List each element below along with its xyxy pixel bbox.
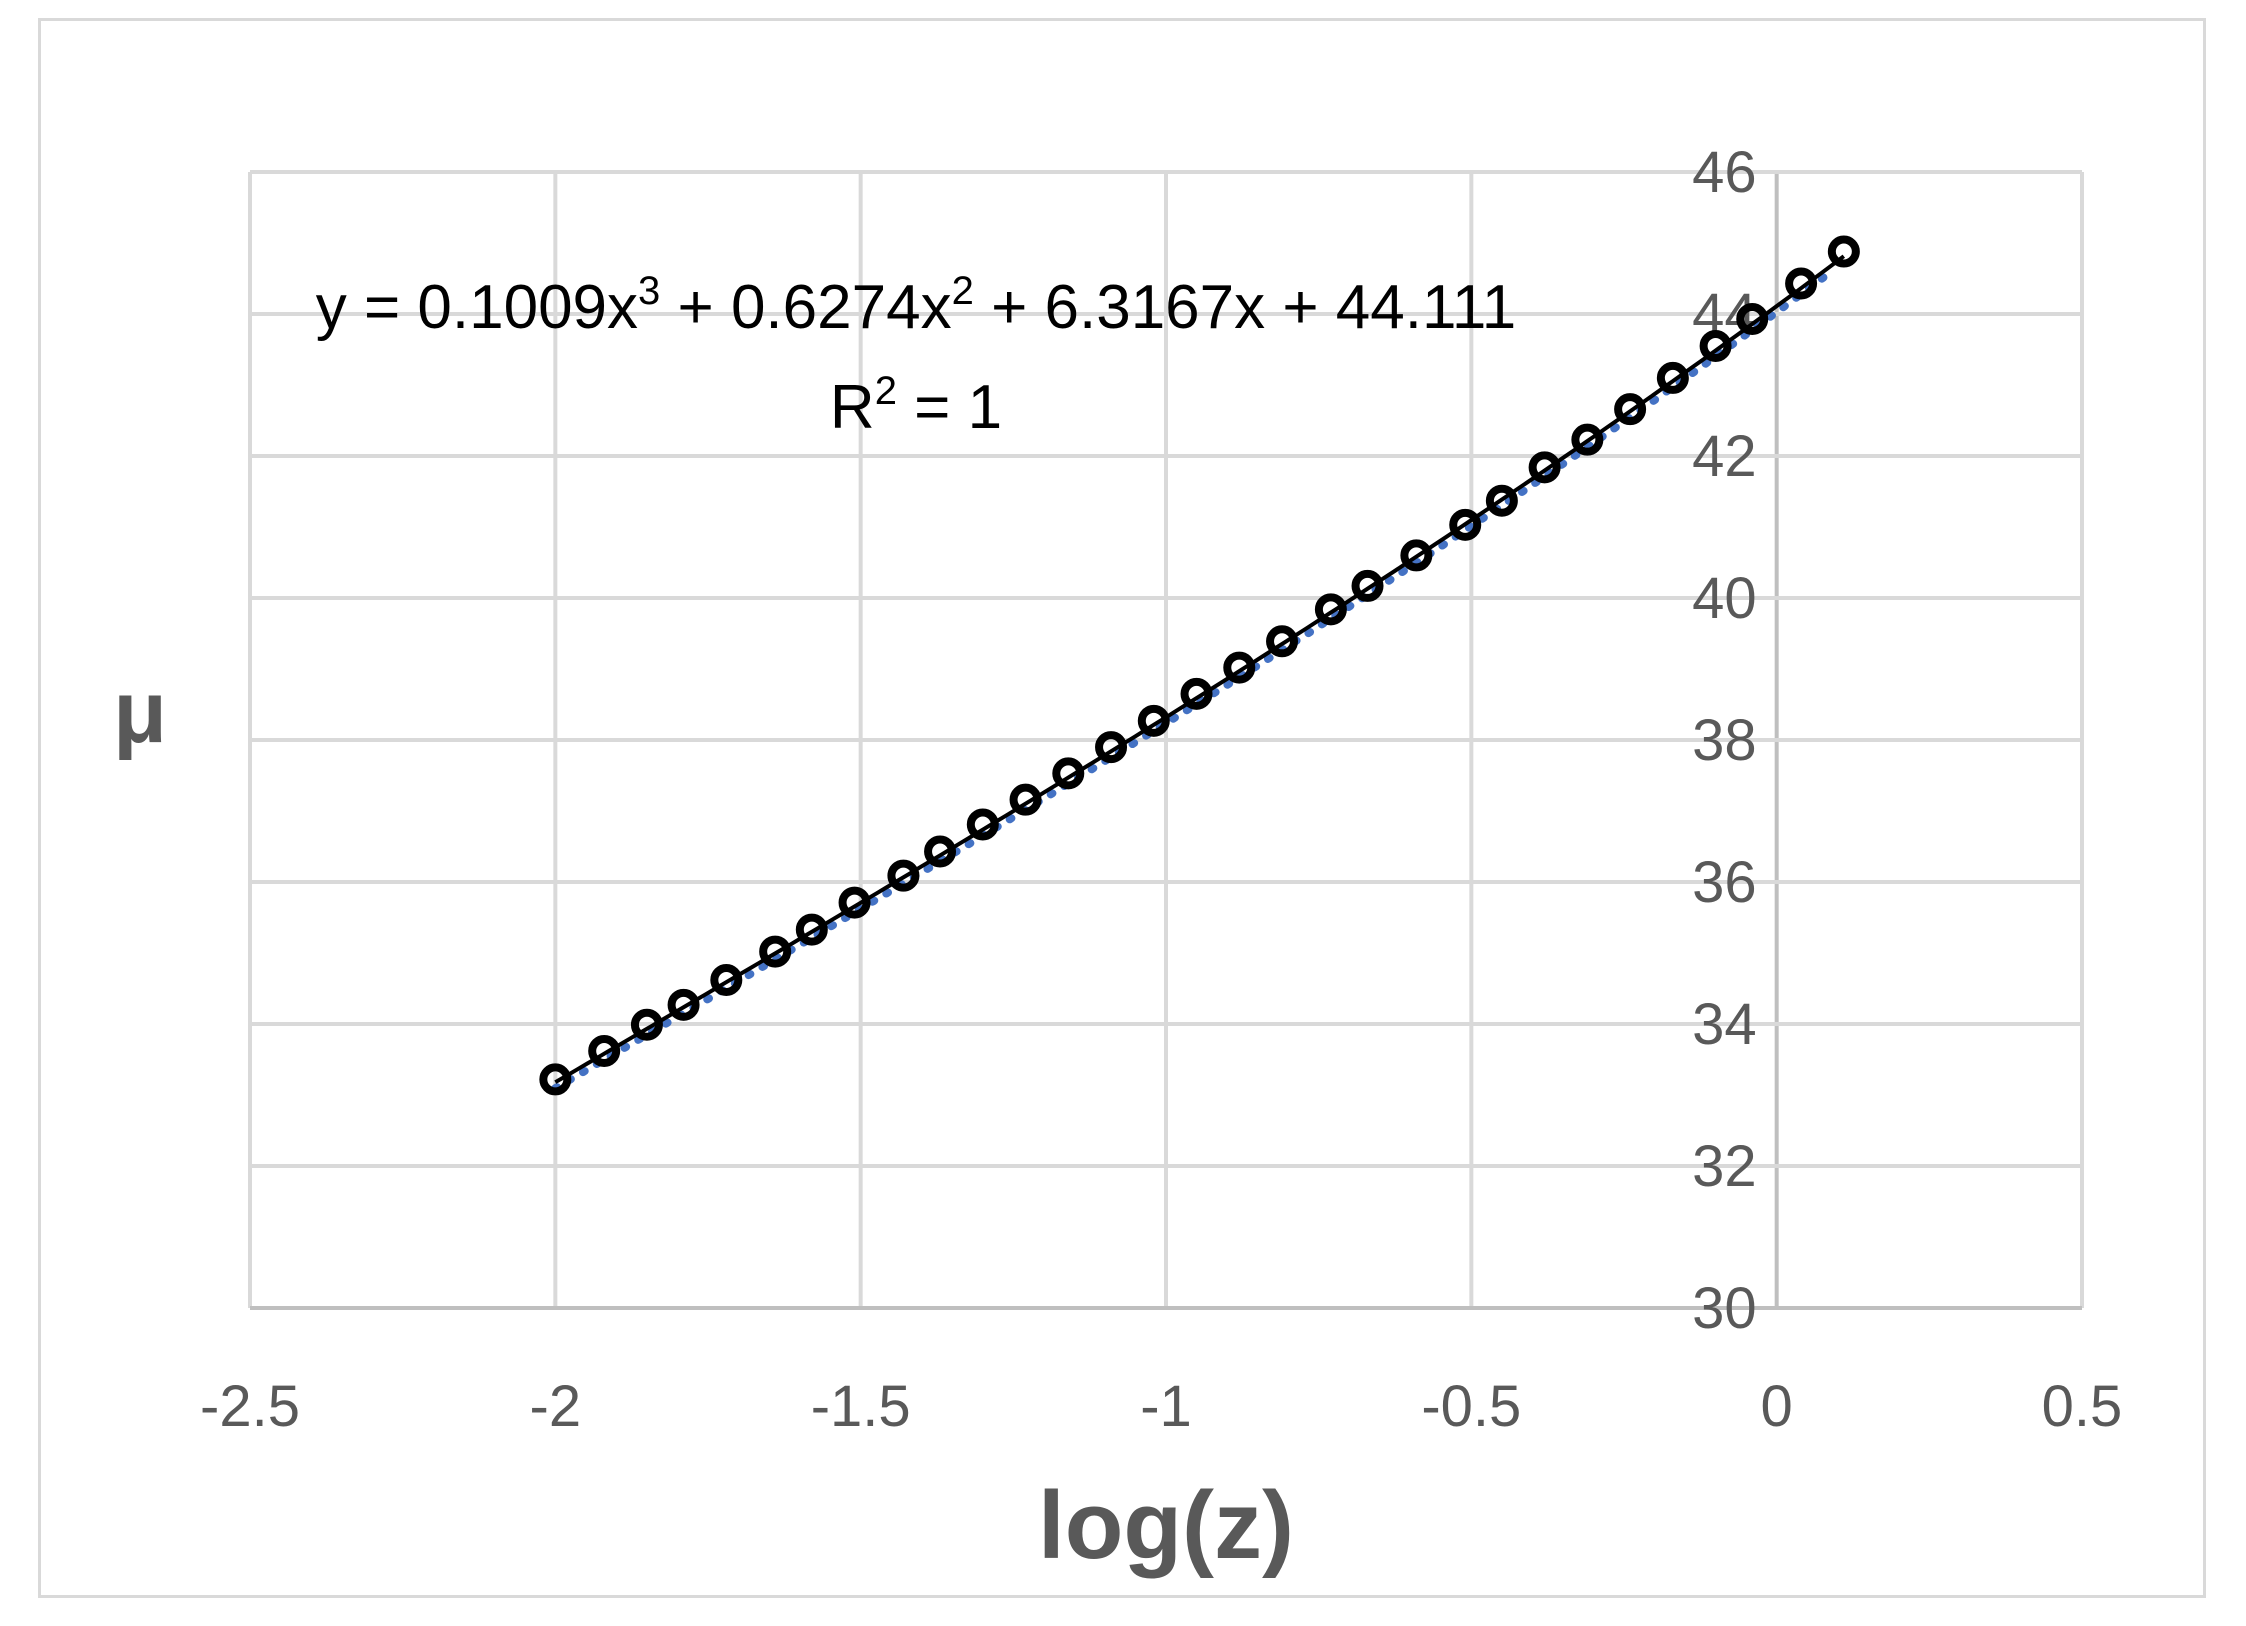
y-tick-label: 32 — [1692, 1134, 1757, 1199]
data-point — [887, 859, 920, 892]
y-tick-label: 36 — [1692, 850, 1757, 915]
data-point — [1699, 329, 1732, 362]
y-tick-label: 46 — [1692, 140, 1757, 205]
x-axis-title: log(z) — [1038, 1472, 1294, 1579]
data-point — [588, 1034, 621, 1067]
data-point — [1827, 235, 1860, 268]
data-point — [539, 1063, 572, 1096]
data-point — [667, 988, 700, 1021]
data-point — [1656, 361, 1689, 394]
data-point — [1180, 677, 1213, 710]
data-points — [539, 235, 1860, 1096]
data-point — [1009, 783, 1042, 816]
x-tick-label: -2 — [530, 1374, 582, 1439]
fit-line — [554, 254, 1846, 1084]
data-point — [1736, 302, 1769, 335]
data-point — [795, 913, 828, 946]
data-point — [1449, 508, 1482, 541]
data-point — [1095, 731, 1128, 764]
data-point — [630, 1008, 663, 1041]
x-tick-label: -0.5 — [1421, 1374, 1521, 1439]
y-tick-label: 40 — [1692, 566, 1757, 631]
data-point — [966, 808, 999, 841]
data-point — [1137, 704, 1170, 737]
data-point — [1785, 267, 1818, 300]
r-squared-label: R2 = 1 — [830, 369, 1002, 442]
data-point — [1571, 423, 1604, 456]
data-point — [838, 886, 871, 919]
data-point — [1400, 539, 1433, 572]
x-tick-label: -2.5 — [200, 1374, 300, 1439]
x-tick-label: 0.5 — [2042, 1374, 2123, 1439]
x-tick-label: -1.5 — [811, 1374, 911, 1439]
x-tick-label: -1 — [1140, 1374, 1192, 1439]
data-point — [759, 935, 792, 968]
y-tick-label: 34 — [1692, 992, 1757, 1057]
data-point — [1314, 593, 1347, 626]
y-tick-label: 38 — [1692, 708, 1757, 773]
gridlines — [248, 170, 2084, 1310]
data-point — [924, 835, 957, 868]
data-point — [710, 963, 743, 996]
data-point — [1528, 451, 1561, 484]
y-tick-label: 42 — [1692, 424, 1757, 489]
x-tick-labels: -2.5 -2 -1.5 -1 -0.5 0 0.5 — [200, 1374, 2122, 1439]
chart-frame — [38, 18, 2206, 1598]
y-axis-title: μ — [113, 662, 167, 761]
data-point — [1485, 484, 1518, 517]
data-point — [1266, 625, 1299, 658]
x-tick-label: 0 — [1761, 1374, 1793, 1439]
data-point — [1614, 393, 1647, 426]
data-point — [1052, 757, 1085, 790]
trendline-group — [551, 254, 1846, 1093]
data-point — [1351, 569, 1384, 602]
trendline-equation: y = 0.1009x3 + 0.6274x2 + 6.3167x + 44.1… — [316, 269, 1516, 342]
data-point — [1223, 651, 1256, 684]
y-tick-label: 30 — [1692, 1276, 1757, 1341]
